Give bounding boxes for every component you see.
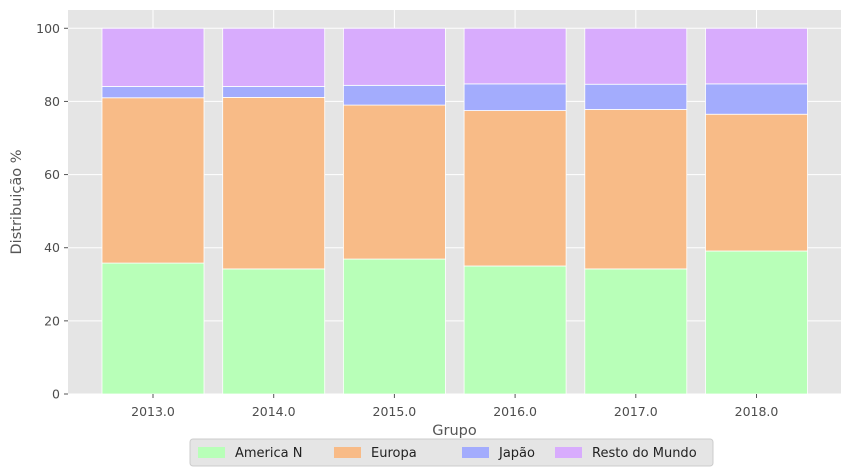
- legend-swatch-0: [198, 447, 225, 458]
- bar-resto-do-mundo-2014.0: [222, 27, 326, 87]
- bar-resto-do-mundo-2016.0: [463, 27, 567, 85]
- x-tick-label: 2015.0: [373, 404, 417, 419]
- x-tick-label: 2018.0: [735, 404, 779, 419]
- bar-america-n-2015.0: [342, 258, 446, 395]
- x-tick-label: 2017.0: [614, 404, 658, 419]
- legend-swatch-3: [555, 447, 582, 458]
- y-axis-ticks: 0 20 40 60 80 100: [36, 21, 68, 402]
- y-tick-label: 80: [44, 94, 60, 109]
- legend-label-2: Japão: [498, 446, 535, 461]
- legend-swatch-1: [334, 447, 361, 458]
- x-tick-label: 2013.0: [131, 404, 175, 419]
- legend-swatch-2: [462, 447, 489, 458]
- legend-label-0: America N: [235, 446, 302, 461]
- bar-america-n-2017.0: [584, 268, 688, 395]
- x-axis-label: Grupo: [432, 423, 477, 439]
- legend: America N Europa Japão Resto do Mundo: [189, 438, 714, 467]
- bar-europa-2015.0: [342, 104, 446, 260]
- bar-japão-2017.0: [584, 83, 688, 110]
- bar-europa-2018.0: [705, 113, 808, 252]
- bar-japão-2018.0: [705, 83, 808, 115]
- bar-europa-2016.0: [463, 110, 567, 267]
- y-tick-label: 60: [44, 167, 60, 182]
- legend-frame: [189, 438, 714, 467]
- bar-europa-2013.0: [101, 97, 205, 264]
- bar-america-n-2014.0: [222, 268, 326, 395]
- legend-label-3: Resto do Mundo: [592, 446, 697, 461]
- y-tick-label: 40: [44, 240, 60, 255]
- bar-resto-do-mundo-2015.0: [342, 27, 446, 86]
- y-tick-label: 0: [52, 387, 60, 402]
- bar-america-n-2013.0: [101, 262, 205, 395]
- bar-japão-2014.0: [222, 86, 326, 98]
- y-tick-label: 20: [44, 313, 60, 328]
- x-axis-ticks: 2013.0 2014.0 2015.0 2016.0 2017.0 2018.0: [131, 394, 778, 419]
- bar-japão-2015.0: [342, 84, 446, 106]
- x-tick-label: 2016.0: [493, 404, 537, 419]
- bar-resto-do-mundo-2017.0: [584, 27, 688, 85]
- bar-japão-2013.0: [101, 86, 205, 99]
- bars: [101, 27, 808, 395]
- bar-resto-do-mundo-2018.0: [705, 27, 808, 85]
- bar-resto-do-mundo-2013.0: [101, 27, 205, 87]
- bar-america-n-2018.0: [705, 250, 808, 395]
- bar-europa-2017.0: [584, 109, 688, 270]
- x-tick-label: 2014.0: [252, 404, 296, 419]
- bar-america-n-2016.0: [463, 265, 567, 395]
- legend-label-1: Europa: [371, 446, 417, 461]
- y-axis-label: Distribuição %: [9, 150, 25, 255]
- y-tick-label: 100: [36, 21, 60, 36]
- bar-japão-2016.0: [463, 83, 567, 111]
- bar-europa-2014.0: [222, 97, 326, 270]
